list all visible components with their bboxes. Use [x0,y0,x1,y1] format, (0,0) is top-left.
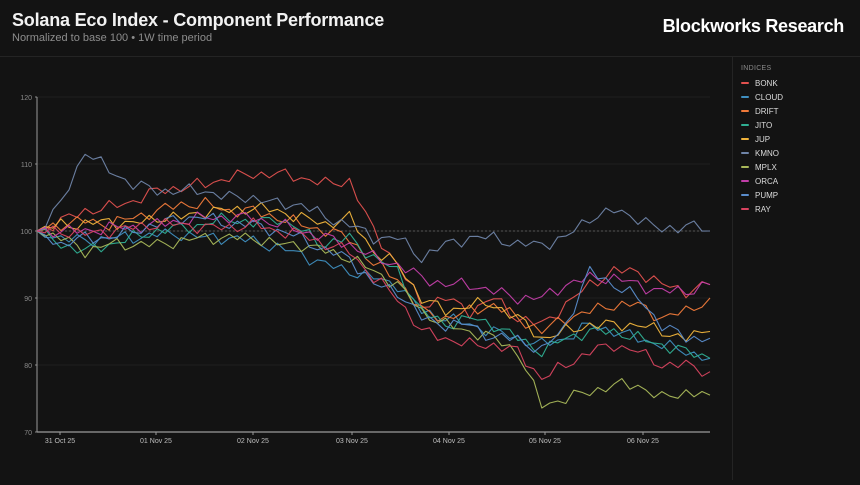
x-tick-label: 05 Nov 25 [529,438,561,445]
legend-swatch-icon [741,82,749,84]
legend-swatch-icon [741,152,749,154]
legend-label: JUP [755,134,771,144]
y-tick-label: 90 [24,296,32,303]
legend-label: BONK [755,78,778,88]
chart-area: 70 80 90 100 110 120 31 Oct 25 01 Nov 25 02 Nov … [0,57,732,480]
legend-item-orca[interactable]: ORCA [741,174,783,188]
legend-label: CLOUD [755,92,784,102]
x-tick-label: 31 Oct 25 [45,438,75,445]
page-title: Solana Eco Index - Component Performance [12,10,385,30]
x-tick-label: 01 Nov 25 [140,438,172,445]
legend-item-jup[interactable]: JUP [741,132,783,146]
legend-title: INDICES [741,65,772,72]
legend-label: DRIFT [755,106,779,116]
legend-item-kmno[interactable]: KMNO [741,146,783,160]
x-tick-label: 06 Nov 25 [627,438,659,445]
legend-item-jito[interactable]: JITO [741,118,783,132]
brand-logo: Blockworks Research [662,16,845,36]
legend-swatch-icon [741,166,749,168]
legend-label: KMNO [755,148,779,158]
series-line-drift[interactable] [36,196,711,335]
x-tick-label: 02 Nov 25 [237,438,269,445]
line-chart[interactable]: 70 80 90 100 110 120 31 Oct 25 01 Nov 25 02 Nov … [0,57,732,480]
legend-label: RAY [755,204,771,214]
legend-panel: INDICES BONK CLOUD DRIFT JITO JUP KMNO MPLX ORC… [732,57,860,480]
legend-swatch-icon [741,124,749,126]
series-line-bonk[interactable] [36,168,711,326]
y-tick-label: 110 [21,162,32,169]
legend-item-ray[interactable]: RAY [741,202,783,216]
legend-item-pump[interactable]: PUMP [741,188,783,202]
legend-item-mplx[interactable]: MPLX [741,160,783,174]
y-tick-label: 100 [20,229,32,236]
y-tick-label: 70 [24,430,32,437]
legend-swatch-icon [741,194,749,196]
legend-label: MPLX [755,162,777,172]
legend-item-drift[interactable]: DRIFT [741,104,783,118]
legend-swatch-icon [741,180,749,182]
legend-swatch-icon [741,110,749,112]
series-line-pump[interactable] [36,212,711,353]
legend-label: PUMP [755,190,779,200]
legend-swatch-icon [741,138,749,140]
legend-list: BONK CLOUD DRIFT JITO JUP KMNO MPLX ORCA PUMP RAY [741,76,783,216]
x-tick-label: 04 Nov 25 [433,438,465,445]
series-line-mplx[interactable] [36,230,711,409]
series-line-kmno[interactable] [36,153,711,264]
legend-item-bonk[interactable]: BONK [741,76,783,90]
x-tick-label: 03 Nov 25 [336,438,368,445]
legend-item-cloud[interactable]: CLOUD [741,90,783,104]
series-line-cloud[interactable] [36,228,711,361]
legend-swatch-icon [741,208,749,210]
series-line-ray[interactable] [36,217,711,380]
series-line-jup[interactable] [36,202,711,342]
legend-label: JITO [755,120,773,130]
y-tick-label: 80 [24,363,32,370]
header: Solana Eco Index - Component Performance… [0,0,860,57]
legend-label: ORCA [755,176,779,186]
series-line-jito[interactable] [36,212,711,359]
legend-swatch-icon [741,96,749,98]
page-subtitle: Normalized to base 100 • 1W time period [12,32,213,44]
y-tick-label: 120 [20,95,32,102]
